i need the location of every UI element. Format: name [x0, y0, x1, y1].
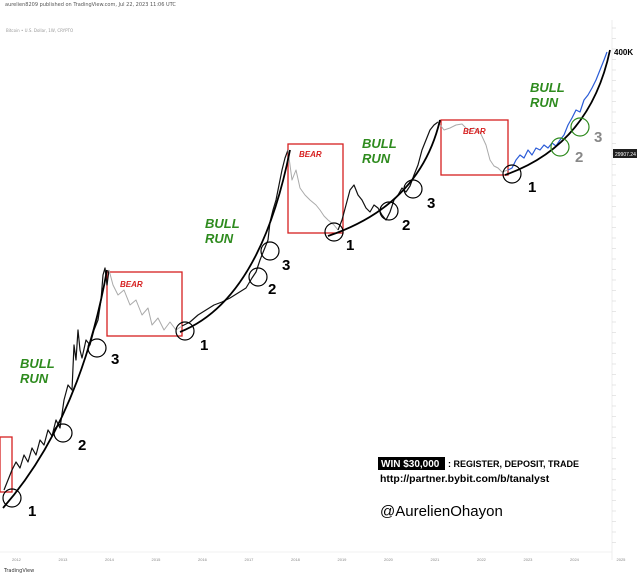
author-handle: @AurelienOhayon — [380, 503, 503, 520]
cycle-number: 2 — [268, 281, 276, 298]
support-curve-3 — [327, 119, 441, 237]
bear-2022 — [437, 121, 509, 173]
cycle-number: 1 — [28, 503, 36, 520]
chart-header: aurelien8209 published on TradingView.co… — [5, 2, 176, 8]
bull-run-label: BULL — [530, 80, 565, 95]
cycle-number: 2 — [575, 149, 583, 166]
promo-link[interactable]: http://partner.bybit.com/b/tanalyst — [380, 473, 550, 485]
bull-run-2013 — [3, 267, 110, 491]
current-price-text: 29907.24 — [615, 152, 636, 158]
cycle-marker-circle — [53, 423, 73, 443]
promo-block: WIN $30,000 : REGISTER, DEPOSIT, TRADE htt… — [378, 457, 579, 520]
promo-text: : REGISTER, DEPOSIT, TRADE — [448, 459, 579, 469]
x-tick-label: 2017 — [245, 557, 255, 562]
bear-label: BEAR — [120, 280, 143, 289]
bear-box — [440, 119, 509, 176]
cycle-marker-circle — [403, 179, 423, 199]
x-tick-label: 2022 — [477, 557, 487, 562]
support-curve-1 — [2, 269, 108, 509]
cycle-number: 3 — [111, 351, 119, 368]
cycle-number: 3 — [282, 257, 290, 274]
x-tick-label: 2012 — [12, 557, 22, 562]
x-tick-label: 2019 — [338, 557, 348, 562]
cycle-marker-circle — [175, 321, 195, 341]
cycle-number: 1 — [528, 179, 536, 196]
bear-2018 — [287, 149, 339, 231]
price-axis: 400K 29907.24 — [611, 20, 637, 560]
bear-label: BEAR — [299, 150, 322, 159]
promo-highlight-bg — [378, 457, 445, 470]
x-tick-label: 2013 — [59, 557, 69, 562]
cycle-marker-circle — [502, 164, 522, 184]
bull-run-label: RUN — [530, 95, 559, 110]
cycle-number: 2 — [78, 437, 86, 454]
cycle-number: 2 — [402, 217, 410, 234]
bull-run-label: BULL — [20, 356, 55, 371]
bull-run-label: BULL — [205, 216, 240, 231]
cycle-number: 3 — [427, 195, 435, 212]
tradingview-logo: TradingView — [4, 568, 35, 574]
time-axis: 2012 2013 2014 2015 2016 2017 2018 2019 2020 2021… — [0, 551, 627, 562]
cycle-marker-circle — [379, 201, 399, 221]
symbol-title: Bitcoin • U.S. Dollar, 1W, CRYPTO — [6, 28, 74, 33]
cycle-marker-circle — [550, 137, 570, 157]
bull-run-label: RUN — [205, 231, 234, 246]
promo-highlight: WIN $30,000 — [381, 459, 440, 470]
support-curve-4 — [504, 49, 611, 176]
x-tick-label: 2020 — [384, 557, 394, 562]
cycle-marker-circle — [87, 338, 107, 358]
x-tick-label: 2015 — [152, 557, 162, 562]
projection-path — [507, 51, 608, 171]
cycle-marker-circle — [324, 222, 344, 242]
bull-run-label: RUN — [362, 151, 391, 166]
x-tick-label: 2016 — [198, 557, 208, 562]
support-curve-2 — [179, 149, 291, 333]
x-tick-label: 2024 — [570, 557, 580, 562]
current-price-tag — [613, 149, 637, 158]
cycle-marker-circle — [570, 117, 590, 137]
cycle-marker-circle — [248, 267, 268, 287]
top-price-label: 400K — [614, 48, 633, 57]
x-tick-label: 2014 — [105, 557, 115, 562]
cycle-marker-circle — [2, 488, 22, 508]
x-tick-label: 2023 — [524, 557, 534, 562]
x-tick-label: 2025 — [617, 557, 627, 562]
bull-run-2021 — [337, 121, 439, 231]
bull-run-label: RUN — [20, 371, 49, 386]
cycle-number: 1 — [346, 237, 354, 254]
bear-box — [106, 271, 183, 337]
bull-run-label: BULL — [362, 136, 397, 151]
x-tick-label: 2018 — [291, 557, 301, 562]
bear-2014 — [108, 269, 183, 331]
bull-run-2017 — [181, 149, 289, 327]
cycle-marker-circle — [260, 241, 280, 261]
bear-box — [287, 143, 344, 234]
cycle-number: 3 — [594, 129, 602, 146]
bear-label: BEAR — [463, 127, 486, 136]
x-tick-label: 2021 — [431, 557, 441, 562]
cycle-number: 1 — [200, 337, 208, 354]
